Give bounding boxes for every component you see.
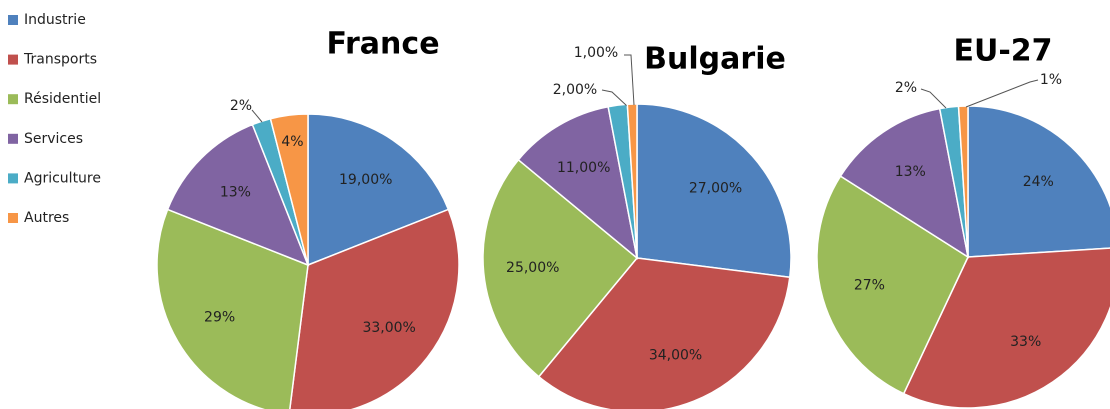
leader-line bbox=[920, 88, 947, 109]
data-label: 24% bbox=[1023, 174, 1054, 190]
pie-slice bbox=[636, 103, 792, 279]
leader-line bbox=[251, 109, 263, 123]
pie-slice bbox=[537, 257, 791, 409]
legend-swatch bbox=[8, 213, 18, 223]
chart-title: Bulgarie bbox=[644, 42, 786, 77]
pie-slice bbox=[967, 105, 1110, 258]
data-label: 13% bbox=[895, 164, 926, 180]
pie-slice bbox=[839, 107, 970, 259]
data-label: 33,00% bbox=[362, 320, 415, 336]
data-label: 19,00% bbox=[339, 172, 392, 188]
legend-label: Transports bbox=[23, 52, 97, 68]
data-label: 27,00% bbox=[689, 181, 742, 197]
pie-slice bbox=[156, 208, 309, 409]
data-label: 34,00% bbox=[649, 347, 702, 363]
pie-slice bbox=[816, 175, 969, 395]
legend-swatch bbox=[8, 133, 18, 144]
data-label: 13% bbox=[220, 184, 251, 200]
data-label: 25,00% bbox=[506, 260, 559, 276]
legend-label: Autres bbox=[24, 210, 69, 226]
chart-title: EU-27 bbox=[953, 34, 1052, 69]
legend-swatch bbox=[8, 94, 18, 105]
pie-slice bbox=[902, 247, 1110, 409]
pie-slice bbox=[626, 103, 638, 259]
data-label: 2% bbox=[895, 80, 917, 96]
legend-swatch bbox=[8, 173, 18, 184]
data-label: 2,00% bbox=[553, 82, 597, 98]
pie-slice bbox=[166, 123, 310, 267]
legend-label: Résidentiel bbox=[24, 91, 101, 107]
legend-label: Agriculture bbox=[24, 170, 101, 186]
data-label: 33% bbox=[1010, 334, 1041, 350]
pie-slice bbox=[482, 158, 639, 378]
data-label: 2% bbox=[230, 98, 252, 114]
data-label: 1% bbox=[1040, 72, 1062, 88]
pie-slice bbox=[517, 105, 639, 260]
legend-label: Industrie bbox=[24, 12, 86, 28]
data-label: 27% bbox=[854, 278, 885, 294]
pie-slice bbox=[307, 113, 450, 267]
leader-line bbox=[965, 79, 1039, 108]
legend-swatch bbox=[8, 54, 18, 65]
leader-line bbox=[601, 89, 628, 107]
data-label: 11,00% bbox=[557, 160, 610, 176]
legend-swatch bbox=[8, 15, 18, 25]
leader-line bbox=[624, 54, 635, 106]
data-label: 4% bbox=[281, 134, 303, 150]
legend-label: Services bbox=[24, 131, 83, 147]
chart-title: France bbox=[326, 27, 439, 62]
pie-slice bbox=[289, 208, 460, 409]
data-label: 29% bbox=[204, 309, 235, 325]
pie-slice bbox=[269, 113, 309, 266]
data-label: 1,00% bbox=[574, 45, 618, 61]
